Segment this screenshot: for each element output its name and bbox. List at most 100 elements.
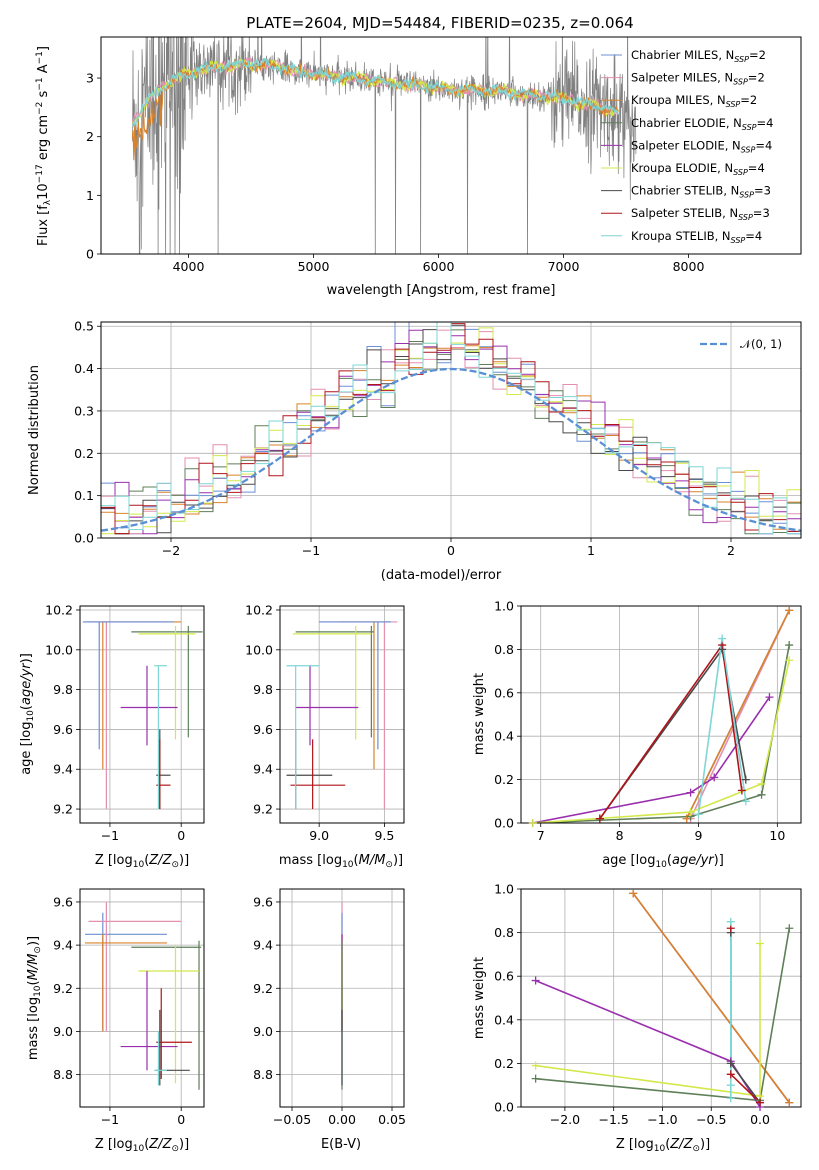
legend-ssp-subscript: SSP — [742, 123, 757, 132]
mass-weight-marker — [686, 788, 695, 797]
x-axis-label: Z [log10(Z/Z⊙)] — [95, 1137, 189, 1154]
y-tick-label: 0.4 — [74, 361, 94, 376]
y-tick-label: 0.0 — [74, 531, 94, 546]
mass-weight-marker — [595, 814, 604, 823]
legend-entry: Chabrier STELIB, NSSP=3 — [631, 184, 771, 200]
label-prefix: age [log — [602, 853, 655, 868]
axes-frame — [100, 36, 802, 255]
mass-weight-marker — [528, 819, 537, 827]
x-tick-label: 5000 — [298, 259, 330, 274]
label-close-paren: )] — [19, 653, 34, 663]
legend-entry: Kroupa STELIB, NSSP=4 — [631, 229, 762, 245]
legend-series-name: Salpeter STELIB — [631, 206, 722, 220]
label-flux: Flux [f — [36, 205, 51, 246]
axes-frame — [100, 321, 802, 539]
axes-frame — [279, 888, 405, 1108]
label-subscript: 10 — [133, 1144, 145, 1154]
legend-n-prefix: , N — [717, 161, 733, 175]
mass-weight-marker — [757, 779, 766, 788]
x-axis-label: E(B-V) — [321, 1137, 361, 1152]
x-tick-label: −2 — [162, 543, 180, 558]
legend-n-prefix: , N — [723, 184, 739, 198]
mass-weight-marker — [785, 924, 794, 933]
x-axis-label: Z [log10(Z/Z⊙)] — [616, 1137, 710, 1154]
y-tick-label: 0.2 — [74, 446, 94, 461]
mass-weight-line — [532, 660, 790, 823]
axes-frame — [520, 888, 802, 1108]
label-subscript: 10 — [654, 1144, 666, 1154]
x-tick-label: −1.0 — [647, 1112, 677, 1127]
plot-area — [521, 606, 801, 823]
axes-frame — [520, 605, 802, 824]
y-tick-label: 3 — [86, 71, 94, 86]
y-tick-label: 9.8 — [253, 682, 273, 697]
legend-equals: = — [749, 48, 759, 62]
mass-weight-marker — [741, 797, 750, 806]
label-exp: −2 — [35, 102, 45, 115]
histogram-series — [101, 322, 801, 538]
y-tick-label: 9.2 — [253, 981, 273, 996]
label-exp: −17 — [35, 164, 45, 183]
label-prefix: age [log — [19, 722, 34, 775]
y-tick-label: 8.8 — [53, 1067, 73, 1082]
x-axis-label: wavelength [Angstrom, rest frame] — [327, 283, 556, 298]
y-tick-label: 0 — [86, 247, 94, 262]
age-vs-metallicity-panel: −1 09.29.49.69.810.010.2Z [log10(Z/Z⊙)]ag… — [19, 602, 205, 870]
legend-ssp-subscript: SSP — [734, 55, 749, 64]
label-subscript: 10 — [133, 860, 145, 870]
axes-frame — [79, 888, 205, 1108]
label-open-paren: ( — [354, 853, 359, 868]
y-tick-label: 9.2 — [253, 802, 273, 817]
plot-area — [280, 889, 404, 1107]
y-axis-label: Flux [fλ10−17 erg cm−2 s−1 A−1] — [35, 46, 53, 246]
model-spectrum-line — [132, 57, 619, 125]
legend-series-name: Kroupa STELIB — [631, 229, 715, 243]
mass-weight-marker — [726, 1094, 735, 1103]
massweight-vs-metallicity-panel: −2.0 −1.5 −1.0 −0.5 0.0 0.0 0.2 0.4 0.6 0.8 1.0 Z [… — [472, 882, 802, 1154]
x-tick-label: −1 — [101, 1112, 119, 1127]
x-tick-label: 1 — [587, 543, 595, 558]
label-close-paren: )] — [179, 1137, 189, 1152]
label-open-paren: ( — [144, 853, 149, 868]
y-tick-label: 0.1 — [74, 488, 94, 503]
legend-ssp-count: 4 — [757, 161, 764, 175]
x-tick-label: 7000 — [548, 259, 580, 274]
label-prefix: Z [log — [95, 853, 133, 868]
legend-ssp-subscript: SSP — [741, 145, 756, 154]
legend-ssp-count: 2 — [757, 71, 764, 85]
y-tick-label: 0.3 — [74, 403, 94, 418]
x-tick-label: 9.0 — [309, 828, 329, 843]
y-tick-label: 0.8 — [494, 925, 514, 940]
x-tick-label: −2.0 — [550, 1112, 580, 1127]
y-axis-label: age [log10(age/yr)] — [19, 653, 36, 775]
observed-spectrum-line — [131, 37, 637, 254]
x-axis-label: Z [log10(Z/Z⊙)] — [95, 853, 189, 870]
label-sun-subscript: ⊙ — [171, 860, 179, 870]
x-tick-label: −0.5 — [696, 1112, 726, 1127]
y-tick-label: 2 — [86, 129, 94, 144]
legend-entry: Salpeter STELIB, NSSP=3 — [631, 206, 770, 222]
y-tick-label: 10.0 — [245, 642, 273, 657]
legend-ssp-count: 2 — [750, 93, 757, 107]
mass-vs-metallicity-panel: −1 08.89.09.29.49.6Z [log10(Z/Z⊙)]mass [l… — [26, 888, 205, 1154]
y-tick-label: 9.6 — [53, 894, 73, 909]
legend-n-prefix: , N — [717, 71, 733, 85]
x-tick-label: 9.5 — [374, 828, 394, 843]
label-open-paren: ( — [26, 980, 41, 985]
mass-weight-line — [599, 647, 747, 820]
label-subscript: 10 — [655, 860, 667, 870]
label-prefix: mass [log — [279, 853, 342, 868]
mass-weight-marker — [710, 773, 719, 782]
legend-n-prefix: , N — [715, 229, 731, 243]
y-tick-label: 9.6 — [53, 722, 73, 737]
mass-vs-ebv-panel: −0.05 0.00 0.05 8.8 9.0 9.2 9.4 9.6 E(B-V) — [253, 888, 406, 1152]
x-axis-label: mass [log10(M/M⊙)] — [279, 853, 403, 870]
plot-area — [521, 889, 801, 1107]
label-open-paren: ( — [665, 1137, 670, 1152]
mass-weight-marker — [694, 810, 703, 819]
y-tick-label: 0.8 — [494, 642, 514, 657]
y-tick-label: 9.4 — [53, 762, 73, 777]
label-open-paren: ( — [667, 853, 672, 868]
label-subscript: 10 — [342, 860, 354, 870]
